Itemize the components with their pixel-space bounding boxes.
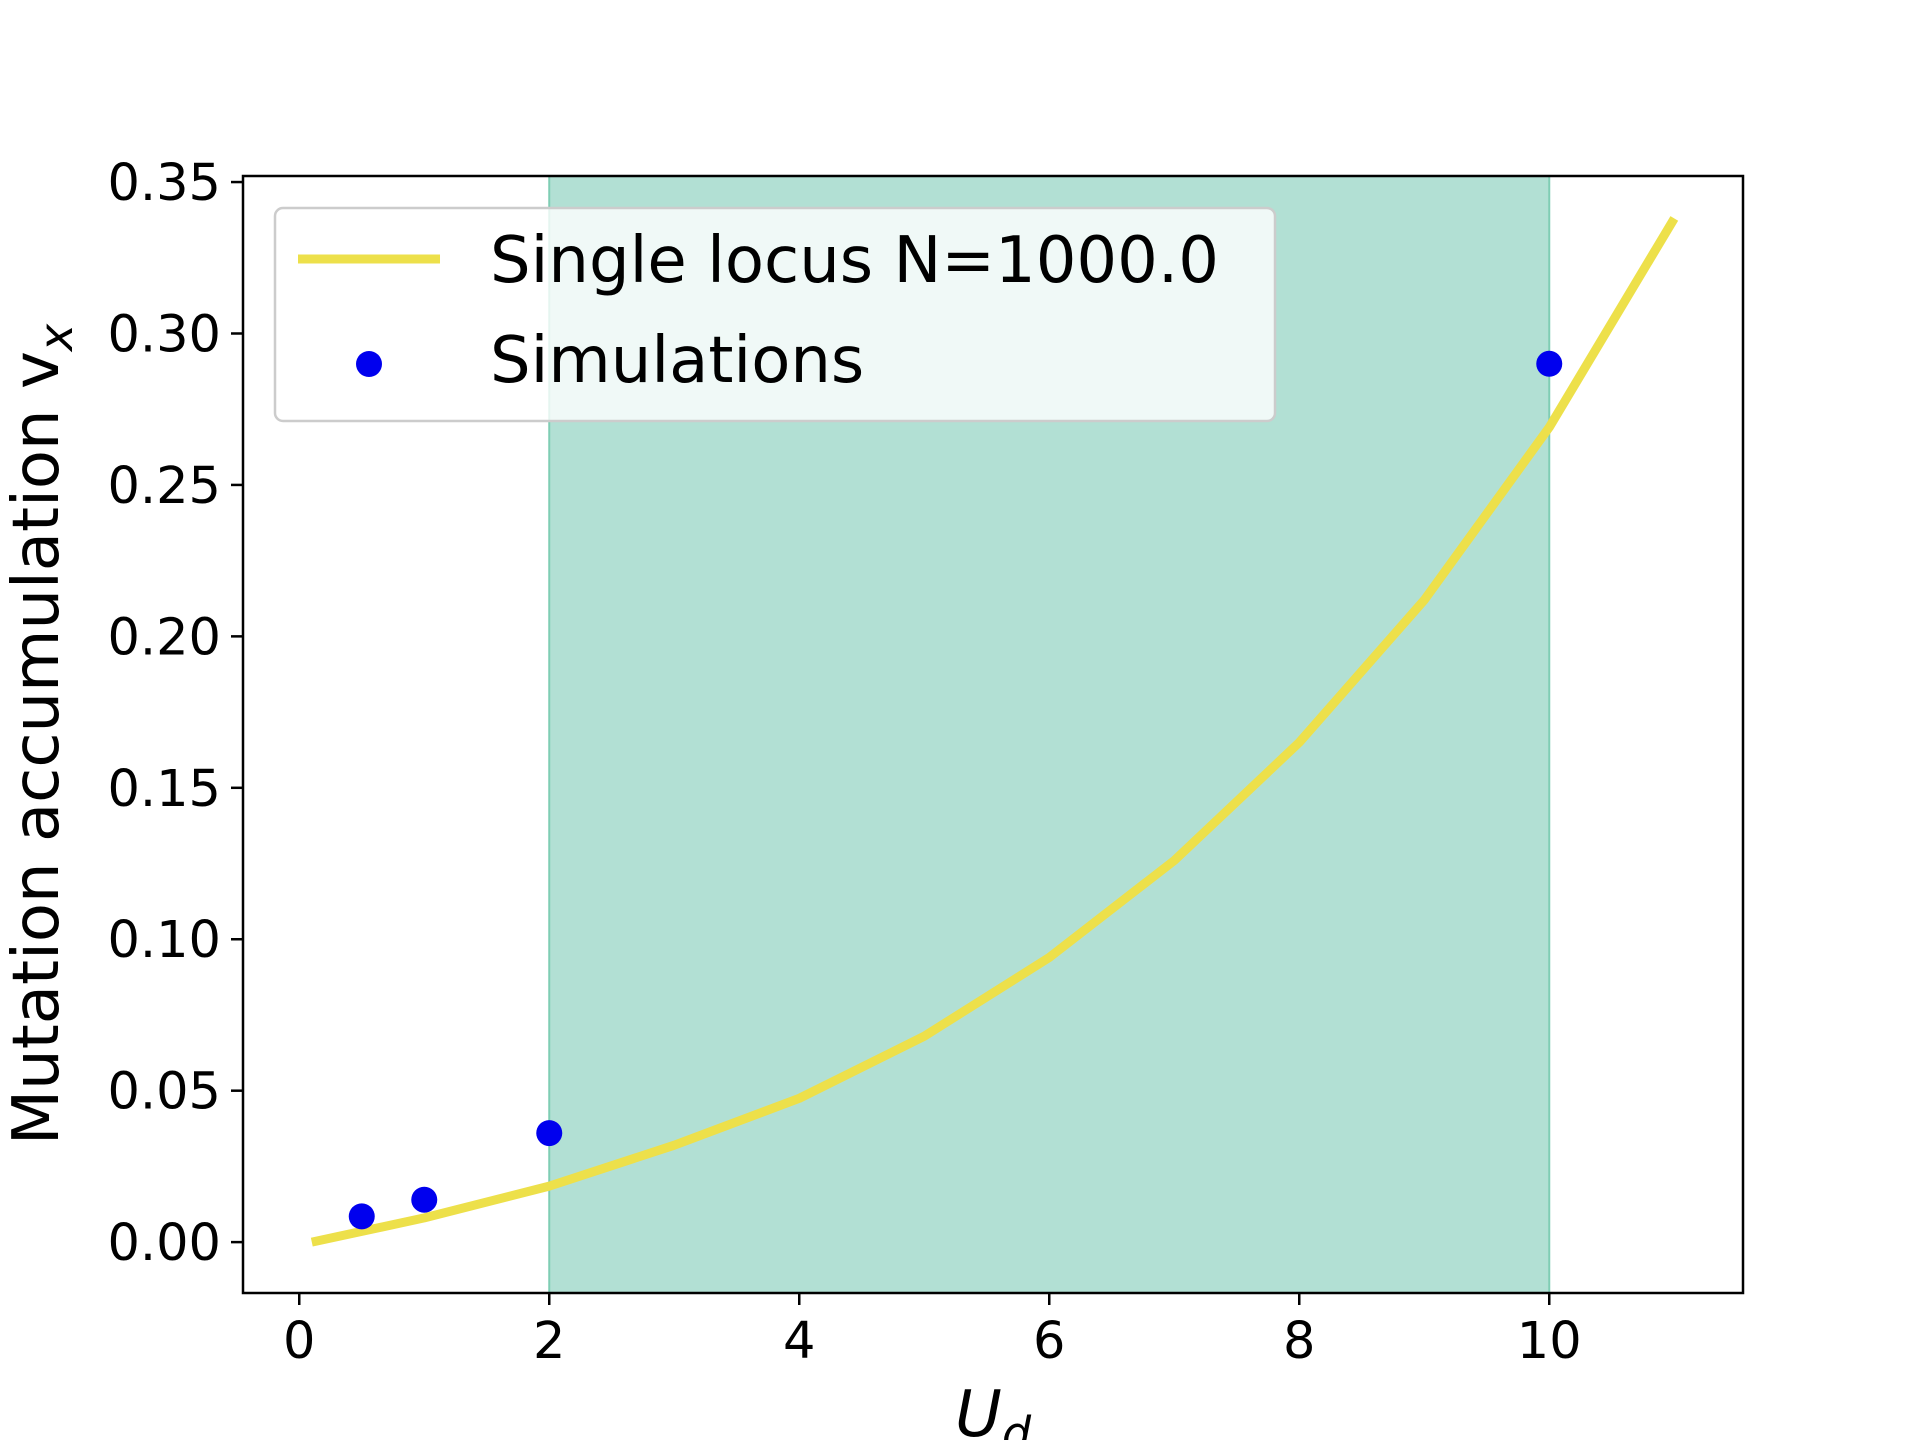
legend-label-simulations: Simulations [490,324,864,398]
y-tick-label: 0.30 [107,305,221,364]
legend-label-single-locus: Single locus N=1000.0 [490,224,1219,298]
legend-box [273,206,1277,423]
y-tick-label: 0.25 [107,457,221,516]
x-axis-label-main: U [955,1378,1002,1440]
simulation-point [348,1203,375,1230]
x-tick-label: 8 [1283,1312,1315,1371]
simulation-point [411,1186,438,1213]
y-tick-label: 0.05 [107,1063,221,1122]
series-line-single-locus [310,216,1679,1247]
x-axis-label: Ud [955,1378,1032,1440]
x-tick-label: 10 [1517,1312,1582,1371]
x-tick-label: 0 [283,1312,315,1371]
x-tick-label: 4 [783,1312,815,1371]
simulation-point [536,1120,563,1147]
legend-dot-swatch [356,351,382,377]
y-axis-label-main: Mutation accumulation v [0,351,74,1145]
y-tick-label: 0.15 [107,760,221,819]
y-tick-label: 0.35 [107,154,221,213]
y-tick-label: 0.10 [107,911,221,970]
x-axis-label-sub: d [1002,1407,1032,1440]
legend: Single locus N=1000.0 Simulations [273,206,1277,423]
simulation-point [1536,350,1563,377]
y-axis-label: Mutation accumulation vx [0,323,83,1145]
x-tick-label: 6 [1033,1312,1065,1371]
plot-frame [241,174,1745,1295]
y-tick-label: 0.20 [107,608,221,667]
y-tick-label: 0.00 [107,1214,221,1273]
y-axis-label-sub: x [29,323,83,353]
x-tick-label: 2 [533,1312,565,1371]
